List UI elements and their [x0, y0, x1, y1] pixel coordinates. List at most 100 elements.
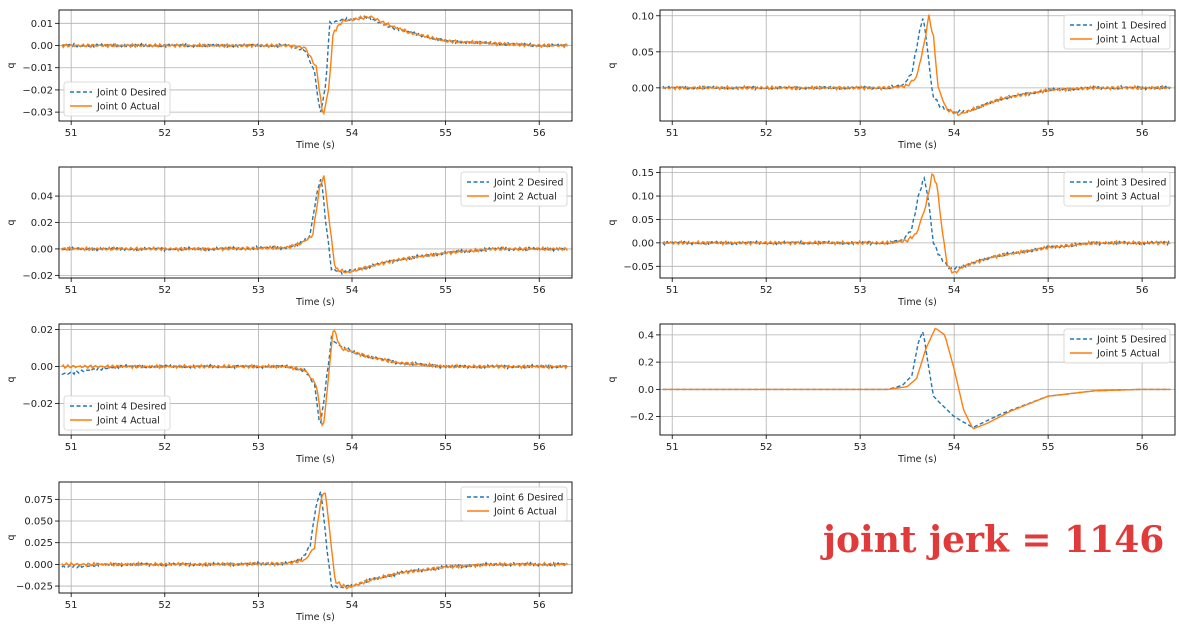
legend-box [63, 395, 171, 431]
x-tick-label: 52 [158, 600, 171, 611]
x-tick-label: 56 [1136, 128, 1149, 139]
legend-label: Joint 6 Desired [493, 493, 563, 504]
y-axis-label: q [6, 534, 17, 540]
y-tick-label: 0.10 [632, 11, 654, 22]
x-tick-label: 51 [65, 442, 78, 453]
y-tick-label: 0.075 [24, 495, 53, 506]
series-actual-line [61, 15, 568, 116]
x-axis-label: Time (s) [897, 140, 937, 151]
series-desired-line [61, 491, 568, 590]
x-tick-label: 51 [666, 128, 679, 139]
subplot-joint-2: 51 52 53 54 55 56 0.04 0.02 0.00 −0.02 Time (s) q Jo… [6, 166, 573, 308]
series-actual-line [61, 175, 568, 274]
legend-box [1063, 328, 1171, 364]
legend: Joint 3 Desired Joint 3 Actual [1063, 171, 1171, 207]
legend-label: Joint 1 Actual [1096, 35, 1160, 46]
y-tick-label: 0.050 [24, 517, 53, 528]
legend: Joint 1 Desired Joint 1 Actual [1063, 14, 1171, 50]
legend-box [460, 486, 568, 522]
y-tick-label: 0.04 [31, 192, 53, 203]
legend: Joint 5 Desired Joint 5 Actual [1063, 328, 1171, 364]
x-tick-label: 54 [948, 128, 961, 139]
subplot-joint-5: 51 52 53 54 55 56 0.4 0.2 0.0 −0.2 Time (s) q Joint … [607, 323, 1176, 465]
subplot-joint-3: 51 52 53 54 55 56 0.15 0.10 0.05 0.00 −0.05 Time (s… [607, 166, 1176, 308]
y-tick-label: −0.01 [22, 63, 53, 74]
x-axis-label: Time (s) [897, 454, 937, 465]
x-tick-label: 53 [854, 128, 867, 139]
legend-label: Joint 1 Desired [1096, 21, 1166, 32]
y-axis-label: q [6, 62, 17, 68]
x-tick-label: 52 [760, 128, 773, 139]
y-tick-label: 0.00 [31, 41, 53, 52]
y-tick-label: 0.01 [31, 19, 53, 30]
x-tick-label: 51 [666, 442, 679, 453]
legend: Joint 2 Desired Joint 2 Actual [460, 171, 568, 207]
y-axis-label: q [607, 62, 618, 68]
legend-label: Joint 4 Actual [96, 416, 160, 427]
y-tick-label: −0.025 [16, 582, 53, 593]
y-tick-label: −0.03 [22, 108, 53, 119]
x-axis-label: Time (s) [295, 454, 335, 465]
x-tick-label: 56 [1136, 285, 1149, 296]
x-tick-label: 51 [65, 600, 78, 611]
y-tick-label: 0.15 [632, 168, 654, 179]
legend-label: Joint 0 Desired [96, 88, 166, 99]
x-tick-label: 52 [760, 442, 773, 453]
x-axis-label: Time (s) [295, 297, 335, 308]
x-tick-label: 53 [854, 442, 867, 453]
subplot-joint-6: 51 52 53 54 55 56 0.075 0.050 0.025 0.000 −0.025 Ti… [6, 481, 573, 623]
legend-box [1063, 171, 1171, 207]
x-tick-label: 52 [760, 285, 773, 296]
x-tick-label: 55 [439, 128, 452, 139]
y-tick-label: 0.000 [24, 560, 53, 571]
y-tick-label: 0.00 [632, 83, 654, 94]
axes-frame [58, 323, 573, 436]
legend-label: Joint 3 Desired [1096, 178, 1166, 189]
legend: Joint 0 Desired Joint 0 Actual [63, 81, 171, 117]
y-tick-label: −0.05 [623, 262, 654, 273]
y-tick-label: 0.00 [632, 238, 654, 249]
x-tick-label: 56 [533, 128, 546, 139]
y-tick-label: 0.05 [632, 47, 654, 58]
y-axis-label: q [6, 376, 17, 382]
y-axis-label: q [6, 219, 17, 225]
x-tick-label: 52 [158, 442, 171, 453]
y-tick-label: 0.00 [31, 244, 53, 255]
axes-frame [659, 323, 1176, 436]
x-tick-label: 55 [1042, 128, 1055, 139]
x-tick-label: 53 [252, 285, 265, 296]
subplot-joint-4: 51 52 53 54 55 56 0.02 0.00 −0.02 Time (s) q Joint … [6, 323, 573, 465]
x-tick-label: 53 [252, 600, 265, 611]
y-axis-label: q [607, 376, 618, 382]
y-tick-label: 0.4 [638, 330, 654, 341]
y-tick-label: 0.0 [638, 385, 654, 396]
x-tick-label: 54 [346, 600, 359, 611]
legend-label: Joint 5 Actual [1096, 349, 1160, 360]
legend-label: Joint 3 Actual [1096, 192, 1160, 203]
series-actual-line [61, 329, 568, 428]
series-actual-line [662, 328, 1171, 430]
x-tick-label: 51 [65, 285, 78, 296]
x-tick-label: 54 [346, 128, 359, 139]
y-tick-label: 0.2 [638, 358, 654, 369]
x-tick-label: 55 [1042, 442, 1055, 453]
legend: Joint 4 Desired Joint 4 Actual [63, 395, 171, 431]
subplot-joint-1: 51 52 53 54 55 56 0.10 0.05 0.00 Time (s) q Joint 1… [607, 9, 1176, 151]
series-actual-line [662, 173, 1171, 274]
x-tick-label: 53 [252, 128, 265, 139]
x-tick-label: 56 [533, 442, 546, 453]
axes-frame [659, 9, 1176, 122]
x-tick-label: 52 [158, 285, 171, 296]
y-tick-label: −0.02 [22, 85, 53, 96]
x-tick-label: 54 [948, 442, 961, 453]
x-tick-label: 56 [533, 285, 546, 296]
axes-frame [659, 166, 1176, 279]
legend-label: Joint 5 Desired [1096, 335, 1166, 346]
x-tick-label: 52 [158, 128, 171, 139]
x-tick-label: 55 [439, 600, 452, 611]
joint-jerk-annotation: joint jerk = 1146 [823, 519, 1165, 561]
x-axis-label: Time (s) [295, 612, 335, 623]
y-tick-label: 0.05 [632, 215, 654, 226]
series-actual-line [662, 14, 1171, 117]
x-tick-label: 51 [65, 128, 78, 139]
